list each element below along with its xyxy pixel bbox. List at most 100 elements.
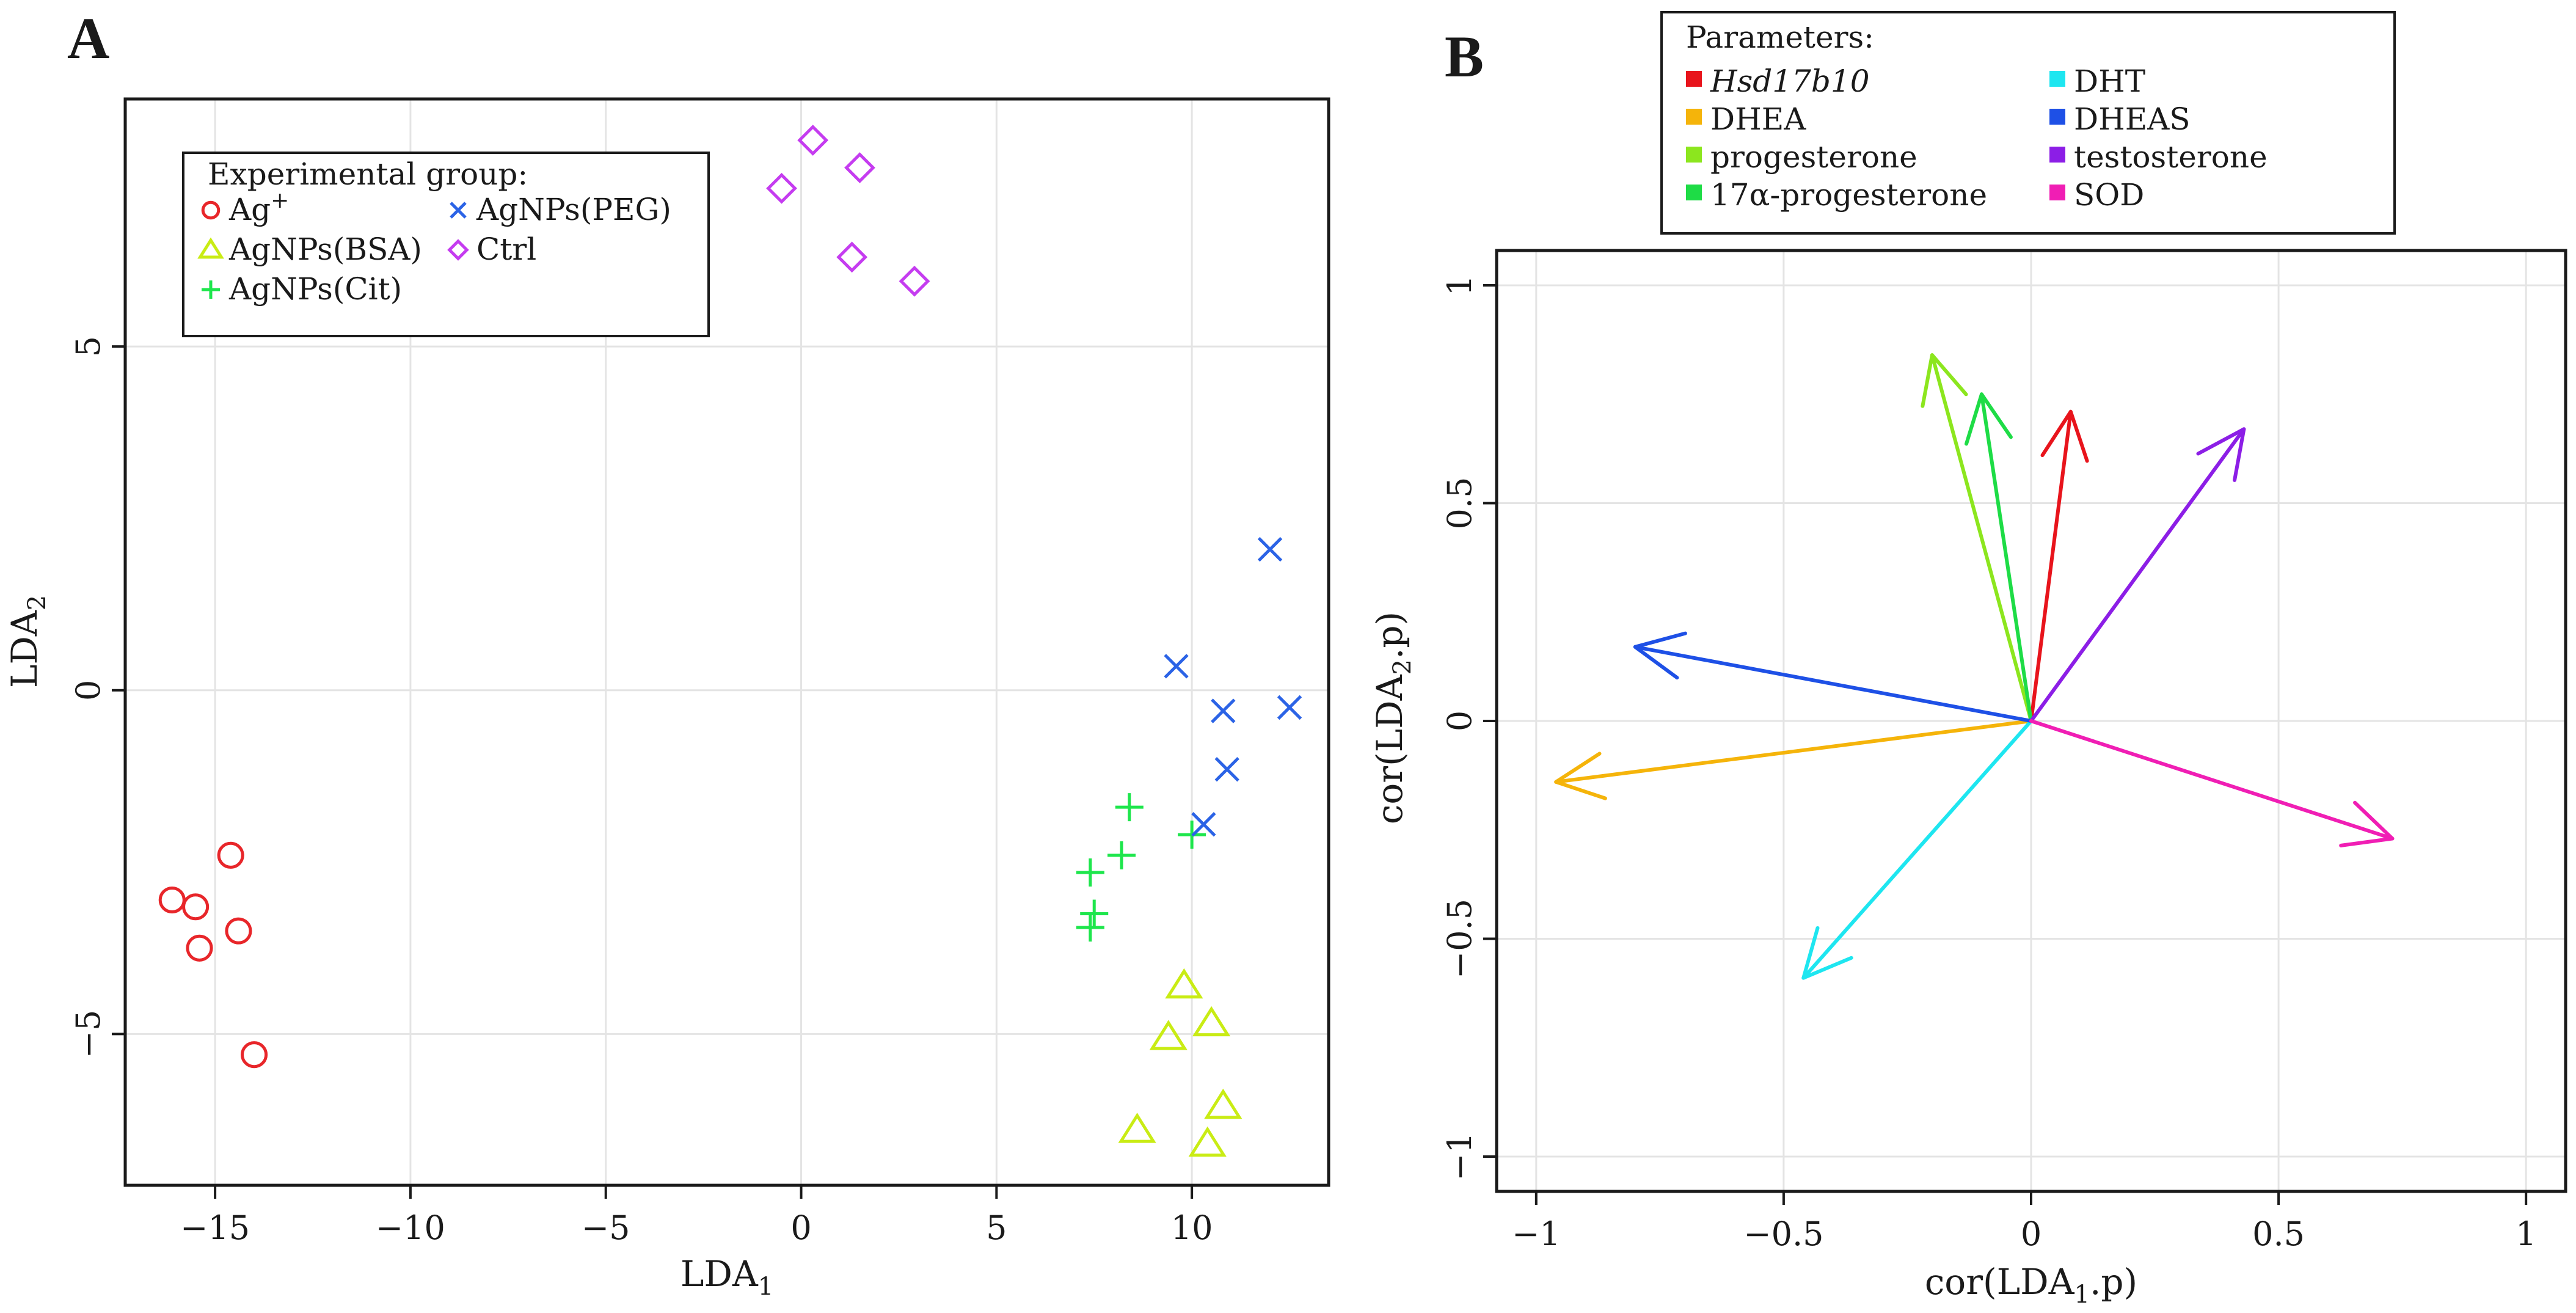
- x-tick-label: −0.5: [1743, 1215, 1823, 1253]
- legend-item-dht: DHT: [2049, 64, 2145, 99]
- legend-marker: [447, 239, 469, 261]
- y-tick-label: 0.5: [1440, 477, 1479, 530]
- vector-sod: [2029, 719, 2395, 847]
- point-ctrl: [844, 152, 875, 183]
- point-agnps-cit: [1076, 858, 1104, 887]
- point-ag: [186, 934, 213, 962]
- panel-a-legend: Experimental group: Ag+ AgNPs(BSA) AgNPs(C…: [182, 152, 710, 337]
- vector-17-progesterone: [1964, 392, 2033, 723]
- legend-item-hsd17b10: Hsd17b10: [1686, 64, 1870, 99]
- y-tick-label: 0: [1440, 711, 1479, 731]
- vector-dhea: [1554, 719, 2033, 800]
- legend-label: Hsd17b10: [1710, 64, 1870, 99]
- point-agnps-peg: [1164, 654, 1189, 679]
- legend-item-testosterone: testosterone: [2049, 139, 2268, 175]
- point-agnps-cit: [1107, 841, 1136, 869]
- vector-hsd17b10: [2029, 409, 2089, 723]
- point-ctrl: [899, 265, 930, 297]
- point-agnps-bsa: [1204, 1088, 1242, 1119]
- legend-label: Ctrl: [476, 232, 536, 267]
- point-agnps-bsa: [1165, 968, 1203, 999]
- point-ag: [217, 841, 244, 869]
- y-tick-label: 5: [69, 336, 108, 357]
- panel-a-plot-frame: [123, 97, 1330, 1187]
- legend-marker: [197, 237, 224, 259]
- legend-label: DHEA: [1710, 101, 1806, 137]
- panel-a-y-axis-label: LDA2: [4, 595, 51, 688]
- vector-dheas: [1633, 631, 2033, 723]
- panel-b-y-axis-label: cor(LDA2.p): [1369, 612, 1417, 824]
- y-tick-label: 1: [1440, 275, 1479, 296]
- point-ag: [182, 893, 210, 921]
- legend-marker: [450, 202, 467, 219]
- legend-label: DHT: [2074, 64, 2145, 99]
- x-tick-label: −15: [180, 1209, 250, 1247]
- panel-a-points: [158, 125, 1302, 1157]
- legend-label: Ag+: [228, 188, 289, 227]
- point-ctrl: [797, 125, 829, 156]
- panel-b-x-ticks: −1 −0.5 0 0.5 1: [1512, 1191, 2536, 1253]
- panel-b-legend: Parameters: Hsd17b10DHEAprogesterone17α-…: [1660, 11, 2396, 235]
- legend-label: DHEAS: [2074, 101, 2191, 137]
- legend-item-agnps-bsa: AgNPs(BSA): [197, 232, 422, 267]
- point-agnps-peg: [1277, 695, 1302, 720]
- legend-label: AgNPs(BSA): [228, 232, 422, 267]
- point-agnps-bsa: [1149, 1020, 1188, 1050]
- x-tick-label: −1: [1512, 1215, 1561, 1253]
- legend-swatch: [2049, 109, 2065, 125]
- y-tick-label: −0.5: [1440, 899, 1479, 979]
- legend-item-ag: Ag+: [201, 188, 289, 227]
- panel-a-legend-title: Experimental group:: [208, 156, 528, 192]
- legend-swatch: [2049, 71, 2065, 87]
- panel-a-label: A: [67, 5, 109, 71]
- vector-dht: [1801, 719, 2033, 980]
- legend-swatch: [1686, 185, 1702, 200]
- point-agnps-bsa: [1192, 1006, 1231, 1037]
- point-agnps-bsa: [1188, 1126, 1227, 1157]
- x-tick-label: −10: [376, 1209, 445, 1247]
- legend-item-dhea: DHEA: [1686, 101, 1806, 137]
- legend-item-ctrl: Ctrl: [447, 232, 536, 267]
- point-ctrl: [766, 172, 797, 204]
- panel-b-legend-box: [1660, 11, 2396, 235]
- legend-marker: [202, 280, 220, 299]
- legend-swatch: [2049, 147, 2065, 163]
- x-tick-label: 5: [986, 1209, 1007, 1247]
- point-agnps-peg: [1214, 757, 1239, 782]
- panel-a: A −15 −10 −5 0 5 10 −5 0 5 LDA1 LDA2 Experiment…: [4, 5, 1330, 1301]
- legend-item-sod: SOD: [2049, 177, 2144, 213]
- x-tick-label: 0: [2021, 1215, 2041, 1253]
- panel-a-x-axis-label: LDA1: [680, 1253, 773, 1301]
- panel-b-x-axis-label: cor(LDA1.p): [1925, 1261, 2137, 1309]
- legend-swatch: [1686, 109, 1702, 125]
- panel-b-y-ticks: −1 −0.5 0 0.5 1: [1440, 275, 1497, 1181]
- vector-progesterone: [1921, 353, 2033, 723]
- point-agnps-peg: [1191, 812, 1216, 837]
- x-tick-label: 10: [1171, 1209, 1213, 1247]
- legend-item-agnps-cit: AgNPs(Cit): [202, 271, 402, 307]
- panel-a-x-ticks: −15 −10 −5 0 5 10: [180, 1185, 1213, 1247]
- legend-marker: [201, 200, 221, 220]
- vector-testosterone: [2029, 427, 2246, 723]
- point-ag: [225, 917, 252, 945]
- legend-label: 17α-progesterone: [1710, 177, 1987, 213]
- panel-a-y-ticks: −5 0 5: [69, 336, 125, 1058]
- x-tick-label: 1: [2516, 1215, 2536, 1253]
- point-agnps-cit: [1115, 793, 1144, 822]
- panel-b: B −1 −0.5 0 0.5 1 −1 −0.5 0 0.5 1 cor(LDA1.p) co…: [1369, 11, 2567, 1309]
- panel-b-label: B: [1445, 24, 1484, 89]
- legend-label: AgNPs(Cit): [228, 271, 402, 307]
- y-tick-label: −5: [69, 1010, 108, 1059]
- legend-swatch: [1686, 147, 1702, 163]
- point-agnps-bsa: [1118, 1113, 1156, 1143]
- legend-swatch: [2049, 185, 2065, 200]
- legend-label: AgNPs(PEG): [476, 192, 671, 227]
- legend-label: SOD: [2074, 177, 2144, 213]
- point-agnps-peg: [1211, 698, 1236, 723]
- point-ctrl: [836, 241, 868, 273]
- legend-label: progesterone: [1710, 139, 1917, 175]
- panel-b-legend-title: Parameters:: [1686, 20, 1874, 55]
- legend-item-dheas: DHEAS: [2049, 101, 2191, 137]
- y-tick-label: 0: [69, 680, 108, 701]
